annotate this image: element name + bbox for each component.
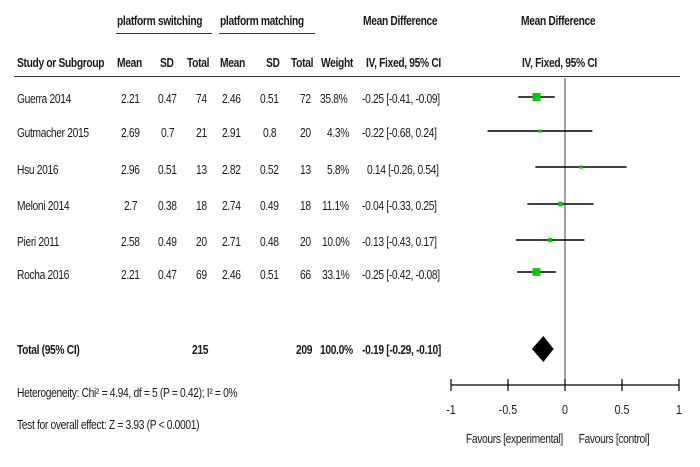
study-total-control: 72 [300, 92, 311, 106]
study-weight: 33.1% [322, 268, 350, 282]
study-mean-experimental: 2.7 [124, 199, 138, 213]
study-md: -0.04 [-0.33, 0.25] [362, 199, 437, 213]
header-group-rule-experimental [116, 33, 212, 34]
total-md: -0.19 [-0.29, -0.10] [362, 343, 441, 357]
study-mean-control: 2.82 [222, 163, 241, 177]
x-axis-tick-label: 0 [562, 402, 568, 417]
study-sd-experimental: 0.47 [158, 92, 177, 106]
header-effect-title: Mean Difference [363, 14, 438, 28]
col-effect-method: IV, Fixed, 95% CI [366, 56, 441, 70]
total-label: Total (95% CI) [17, 343, 80, 357]
study-effect-marker [548, 237, 553, 243]
study-mean-control: 2.46 [222, 92, 241, 106]
study-name: Hsu 2016 [17, 163, 59, 177]
study-mean-control: 2.91 [222, 126, 241, 140]
study-total-experimental: 74 [196, 92, 207, 106]
study-total-control: 13 [300, 163, 311, 177]
header-bottom-rule-plot [447, 76, 680, 77]
study-weight: 4.3% [327, 126, 350, 140]
study-total-control: 66 [300, 268, 311, 282]
col-study: Study or Subgroup [17, 56, 105, 70]
study-mean-experimental: 2.58 [121, 235, 140, 249]
total-diamond [531, 336, 554, 362]
col-sd-experimental: SD [160, 56, 174, 70]
study-sd-control: 0.49 [260, 199, 279, 213]
study-mean-experimental: 2.96 [121, 163, 140, 177]
col-sd-control: SD [266, 56, 280, 70]
overall-effect-text: Test for overall effect: Z = 3.93 (P < 0… [17, 418, 200, 432]
study-md: -0.25 [-0.41, -0.09] [362, 92, 440, 106]
study-total-control: 18 [300, 199, 311, 213]
header-bottom-rule [14, 76, 447, 77]
study-weight: 10.0% [322, 235, 350, 249]
study-md: -0.25 [-0.42, -0.08] [362, 268, 440, 282]
study-effect-marker [579, 165, 583, 169]
study-total-control: 20 [300, 235, 311, 249]
study-sd-control: 0.51 [260, 92, 279, 106]
study-total-experimental: 18 [196, 199, 207, 213]
study-sd-experimental: 0.47 [158, 268, 177, 282]
header-plot-title: Mean Difference [521, 14, 596, 28]
col-mean-experimental: Mean [117, 56, 142, 70]
total-weight: 100.0% [320, 343, 353, 357]
study-md: -0.13 [-0.43, 0.17] [362, 235, 437, 249]
x-axis-tick-label: -0.5 [499, 402, 518, 417]
x-axis-tick-label: -1 [446, 402, 456, 417]
total-n-experimental: 215 [192, 343, 209, 357]
header-group-control: platform matching [220, 14, 304, 28]
study-total-experimental: 20 [196, 235, 207, 249]
study-weight: 35.8% [320, 92, 348, 106]
study-total-control: 20 [300, 126, 311, 140]
favours-experimental-label: Favours [experimental] [465, 432, 563, 446]
study-weight: 5.8% [327, 163, 350, 177]
study-effect-marker [558, 201, 563, 207]
x-axis-tick-label: 0.5 [615, 402, 630, 417]
study-weight: 11.1% [322, 199, 349, 213]
study-md: -0.22 [-0.68, 0.24] [362, 126, 437, 140]
favours-control-label: Favours [control] [578, 432, 650, 446]
header-group-experimental: platform switching [117, 14, 203, 28]
study-name: Rocha 2016 [17, 268, 70, 282]
study-mean-experimental: 2.21 [121, 268, 140, 282]
study-sd-control: 0.8 [263, 126, 277, 140]
x-axis-tick-label: 1 [676, 402, 682, 417]
study-name: Gutmacher 2015 [17, 126, 89, 140]
col-plot-method: IV, Fixed, 95% CI [522, 56, 597, 70]
study-name: Pieri 2011 [17, 235, 60, 249]
study-effect-marker [532, 268, 541, 276]
study-mean-control: 2.46 [222, 268, 241, 282]
study-effect-marker [538, 129, 542, 133]
study-name: Guerra 2014 [17, 92, 71, 106]
study-sd-experimental: 0.38 [158, 199, 177, 213]
study-mean-control: 2.71 [222, 235, 241, 249]
col-mean-control: Mean [220, 56, 245, 70]
study-sd-experimental: 0.7 [161, 126, 175, 140]
study-sd-experimental: 0.51 [158, 163, 177, 177]
col-weight: Weight [321, 56, 354, 70]
study-sd-experimental: 0.49 [158, 235, 177, 249]
col-total-experimental: Total [187, 56, 210, 70]
study-name: Meloni 2014 [17, 199, 70, 213]
header-group-rule-control [219, 33, 315, 34]
study-effect-marker [532, 92, 541, 102]
heterogeneity-text: Heterogeneity: Chi² = 4.94, df = 5 (P = … [17, 386, 238, 400]
study-sd-control: 0.48 [260, 235, 279, 249]
study-mean-control: 2.74 [222, 199, 241, 213]
study-total-experimental: 21 [196, 126, 207, 140]
study-total-experimental: 69 [196, 268, 207, 282]
study-md: 0.14 [-0.26, 0.54] [367, 163, 439, 177]
study-total-experimental: 13 [196, 163, 207, 177]
study-sd-control: 0.52 [260, 163, 279, 177]
study-mean-experimental: 2.69 [121, 126, 140, 140]
col-total-control: Total [291, 56, 314, 70]
study-sd-control: 0.51 [260, 268, 279, 282]
study-mean-experimental: 2.21 [121, 92, 140, 106]
total-n-control: 209 [296, 343, 313, 357]
